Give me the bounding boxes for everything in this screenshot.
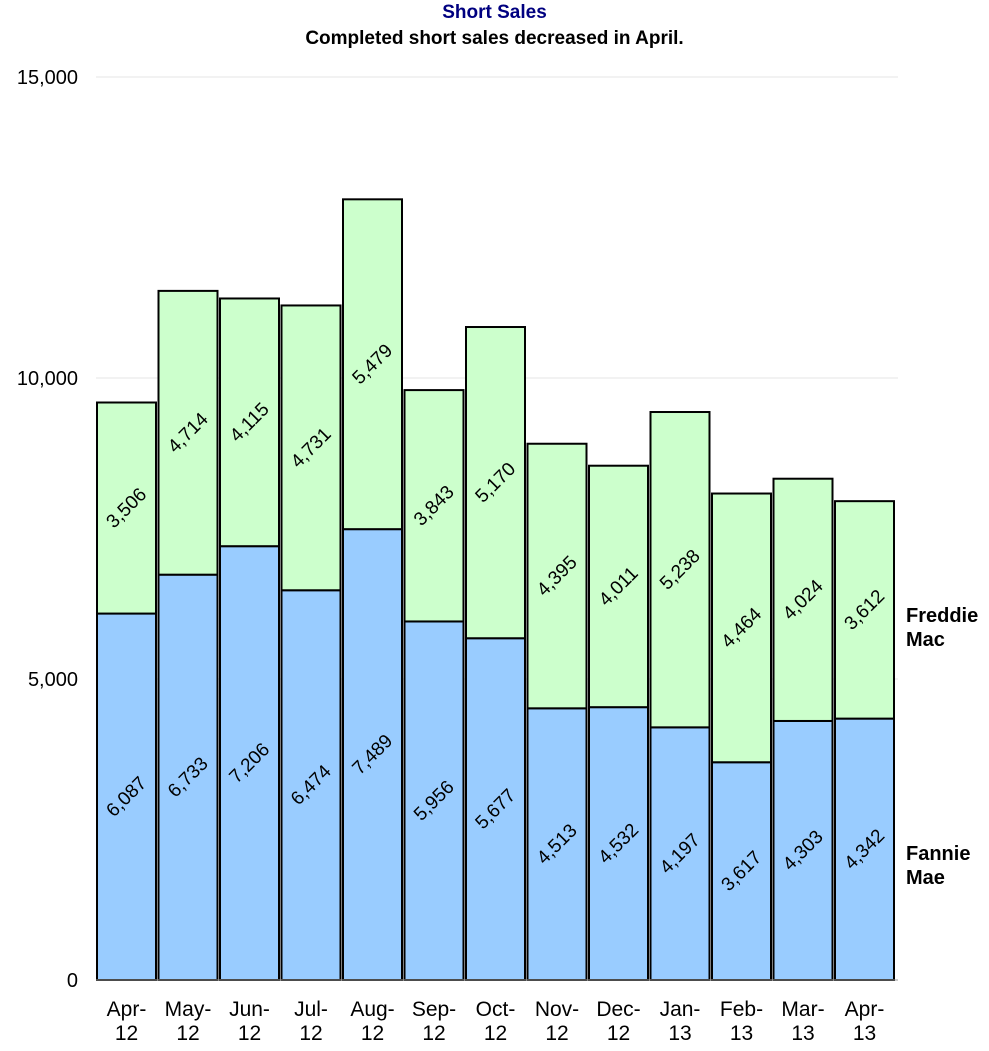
x-tick-label-line: Jul- xyxy=(294,998,328,1021)
bar-segment xyxy=(526,707,588,981)
x-tick-label: Oct-12 xyxy=(476,998,516,1045)
x-tick-label: Jun-12 xyxy=(229,998,270,1045)
bars: 6,0873,5066,7334,7147,2064,1156,4744,731… xyxy=(96,198,895,982)
bar-segment xyxy=(96,401,157,615)
x-tick-label: Sep-12 xyxy=(412,998,456,1045)
bar-segment xyxy=(280,589,342,981)
x-tick-label: Apr-12 xyxy=(107,998,147,1045)
x-tick-label: Nov-12 xyxy=(535,998,579,1045)
legend: Fannie Mae Freddie Mac xyxy=(906,605,978,889)
bar-segment xyxy=(588,464,649,709)
x-tick-label-line: Sep- xyxy=(412,998,456,1021)
bar-segment xyxy=(772,719,834,981)
bar-segment xyxy=(219,545,280,981)
x-tick-label-line: 12 xyxy=(115,1022,138,1045)
bar-segment xyxy=(649,411,711,729)
x-tick-label: Dec-12 xyxy=(596,998,640,1045)
y-tick-label: 15,000 xyxy=(17,67,78,89)
x-tick-label: Mar-13 xyxy=(781,998,824,1045)
x-tick-label-line: Aug- xyxy=(350,998,394,1021)
chart-subtitle: Completed short sales decreased in April… xyxy=(305,28,684,49)
legend-entry-line: Mac xyxy=(906,629,945,651)
bar-segment xyxy=(342,528,403,981)
legend-entry-line: Freddie xyxy=(906,605,978,627)
x-tick-label: Feb-13 xyxy=(720,998,763,1045)
y-axis: 0 5,000 10,000 15,000 xyxy=(17,67,78,992)
x-tick-label-line: Apr- xyxy=(845,998,885,1021)
x-tick-label-line: Mar- xyxy=(781,998,824,1021)
y-tick-label: 5,000 xyxy=(28,669,78,691)
bar-segment xyxy=(157,573,219,981)
chart-title: Short Sales xyxy=(442,2,547,23)
x-tick-label-line: 12 xyxy=(607,1022,630,1045)
bar-segment xyxy=(834,500,895,720)
x-tick-label-line: Feb- xyxy=(720,998,763,1021)
x-tick-label-line: Dec- xyxy=(596,998,640,1021)
x-tick-label-line: 13 xyxy=(730,1022,753,1045)
x-tick-label-line: 13 xyxy=(668,1022,691,1045)
x-tick-label: Apr-13 xyxy=(845,998,885,1045)
legend-entry-line: Mae xyxy=(906,867,945,889)
x-tick-label-line: 12 xyxy=(422,1022,445,1045)
bar-segment xyxy=(219,297,280,548)
y-tick-label: 10,000 xyxy=(17,368,78,390)
x-tick-label: Jan-13 xyxy=(660,998,701,1045)
x-tick-label-line: Nov- xyxy=(535,998,579,1021)
bar-segment xyxy=(526,442,588,710)
x-tick-label-line: Apr- xyxy=(107,998,147,1021)
x-tick-label-line: 13 xyxy=(853,1022,876,1045)
x-tick-label-line: May- xyxy=(165,998,212,1021)
bar-segment xyxy=(465,326,526,640)
legend-entry-line: Fannie xyxy=(906,843,970,865)
bar-segment xyxy=(157,289,219,576)
legend-entry: Freddie Mac xyxy=(906,605,978,651)
x-tick-label-line: 12 xyxy=(484,1022,507,1045)
bar-segment xyxy=(342,198,403,531)
bar-segment xyxy=(403,389,465,623)
x-tick-label: Jul-12 xyxy=(294,998,328,1045)
x-axis: Apr-12May-12Jun-12Jul-12Aug-12Sep-12Oct-… xyxy=(96,979,898,1045)
legend-entry: Fannie Mae xyxy=(906,843,970,889)
x-tick-label: May-12 xyxy=(165,998,212,1045)
bar-segment xyxy=(588,706,649,981)
bar-segment xyxy=(711,492,772,764)
x-tick-label-line: 12 xyxy=(545,1022,568,1045)
x-tick-label-line: 12 xyxy=(176,1022,199,1045)
x-tick-label: Aug-12 xyxy=(350,998,394,1045)
x-tick-label-line: Oct- xyxy=(476,998,516,1021)
x-tick-label-line: Jun- xyxy=(229,998,270,1021)
x-tick-label-line: 12 xyxy=(238,1022,261,1045)
y-tick-label: 0 xyxy=(67,970,78,992)
x-tick-label-line: Jan- xyxy=(660,998,701,1021)
bar-segment xyxy=(711,761,772,981)
x-tick-label-line: 13 xyxy=(791,1022,814,1045)
bar-segment xyxy=(772,477,834,722)
x-tick-label-line: 12 xyxy=(299,1022,322,1045)
x-tick-label-line: 12 xyxy=(361,1022,384,1045)
bar-segment xyxy=(280,304,342,592)
